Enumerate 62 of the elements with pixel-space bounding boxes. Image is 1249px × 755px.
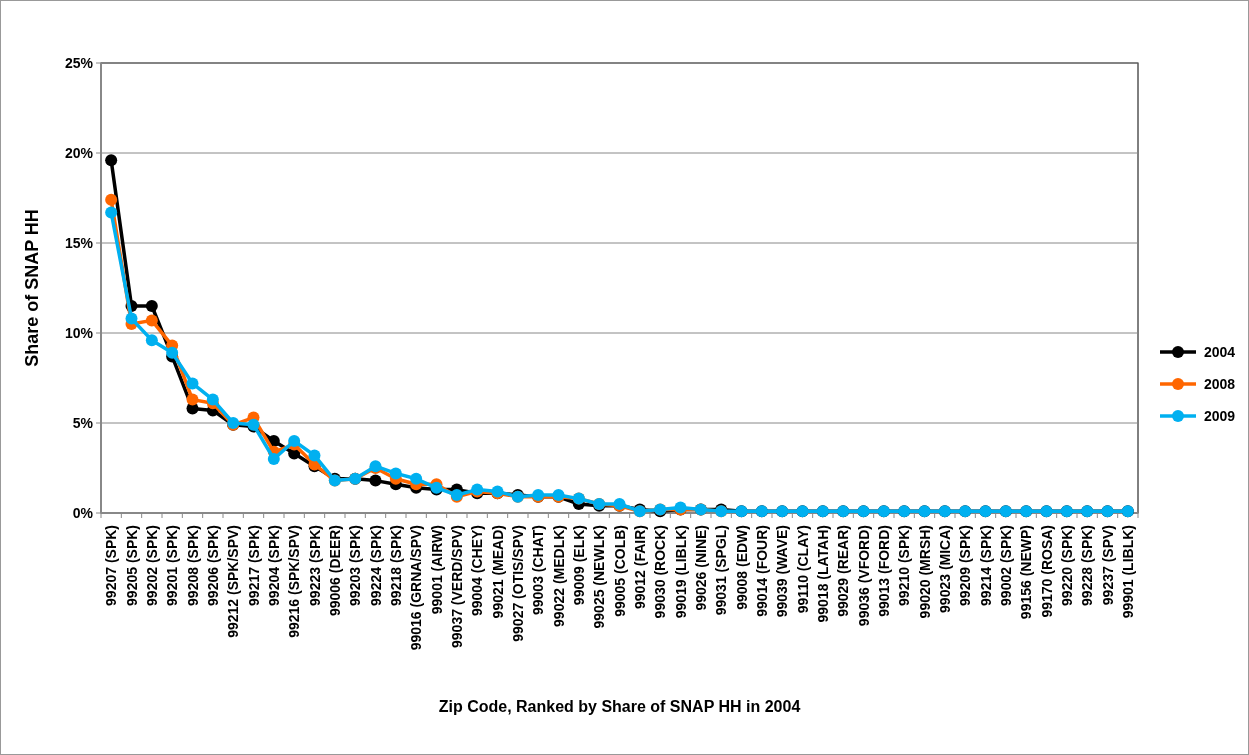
x-tick-label: 99214 (SPK) <box>977 525 994 606</box>
x-tick-label: 99031 (SPGL) <box>713 525 730 616</box>
x-tick-label: 99901 (LIBLK) <box>1119 525 1136 619</box>
y-tick-label: 25% <box>64 55 94 71</box>
legend-label: 2008 <box>1204 376 1236 392</box>
x-tick-label: 99218 (SPK) <box>387 525 404 606</box>
x-tick-label: 99201 (SPK) <box>164 525 181 606</box>
x-tick-label: 99220 (SPK) <box>1058 525 1075 606</box>
x-tick-label: 99016 (GRNA/SPV) <box>408 525 425 651</box>
x-tick-label: 99204 (SPK) <box>265 525 282 606</box>
x-tick-label: 99014 (FOUR) <box>753 525 770 617</box>
x-tick-label: 99003 (CHAT) <box>530 525 547 615</box>
x-tick-label: 99207 (SPK) <box>103 525 120 606</box>
x-tick-label: 99228 (SPK) <box>1079 525 1096 606</box>
y-tick-label: 10% <box>64 325 94 341</box>
x-tick-label: 99208 (SPK) <box>184 525 201 606</box>
x-tick-label: 99170 (ROSA) <box>1038 525 1055 618</box>
x-tick-label: 99217 (SPK) <box>245 525 262 606</box>
x-tick-label: 99110 (CLAY) <box>794 525 811 614</box>
y-tick-label: 15% <box>64 235 94 251</box>
x-tick-label: 99008 (EDW) <box>733 525 750 610</box>
y-tick-label: 0% <box>72 505 94 521</box>
legend-label: 2004 <box>1204 344 1236 360</box>
x-tick-label: 99203 (SPK) <box>347 525 364 606</box>
x-tick-label: 99039 (WAVE) <box>774 525 791 618</box>
x-tick-label: 99156 (NEWP) <box>1018 525 1035 620</box>
x-tick-label: 99018 (LATAH) <box>814 525 831 623</box>
y-axis-title: Share of SNAP HH <box>22 209 42 367</box>
y-tick-label: 20% <box>64 145 94 161</box>
x-tick-label: 99022 (MEDLK) <box>550 525 567 627</box>
x-tick-label: 99036 (VFORD) <box>855 525 872 627</box>
x-tick-label: 99002 (SPK) <box>997 525 1014 606</box>
x-axis-title: Zip Code, Ranked by Share of SNAP HH in 2004 <box>438 698 801 715</box>
x-tick-label: 99210 (SPK) <box>896 525 913 606</box>
x-tick-label: 99020 (MRSH) <box>916 525 933 619</box>
x-tick-label: 99224 (SPK) <box>367 525 384 606</box>
x-tick-label: 99202 (SPK) <box>143 525 160 606</box>
x-tick-label: 99019 (LIBLK) <box>672 525 689 619</box>
legend-label: 2009 <box>1204 408 1236 424</box>
x-tick-label: 99209 (SPK) <box>957 525 974 606</box>
x-tick-label: 99004 (CHEY) <box>469 525 486 617</box>
x-tick-label: 99021 (MEAD) <box>489 525 506 619</box>
x-tick-label: 99216 (SPK/SPV) <box>286 525 303 638</box>
x-tick-label: 99001 (AIRW) <box>428 525 445 615</box>
x-tick-label: 99237 (SPV) <box>1099 525 1116 606</box>
x-tick-label: 99005 (COLB) <box>611 525 628 617</box>
x-tick-label: 99006 (DEER) <box>326 525 343 617</box>
x-tick-label: 99023 (MICA) <box>936 525 953 613</box>
x-tick-label: 99025 (NEWLK) <box>591 525 608 629</box>
x-tick-label: 99206 (SPK) <box>204 525 221 606</box>
x-tick-label: 99027 (OTIS/SPV) <box>509 525 526 642</box>
x-tick-label: 99212 (SPK/SPV) <box>225 525 242 638</box>
x-tick-label: 99026 (NINE) <box>692 525 709 611</box>
x-tick-label: 99012 (FAIR) <box>631 525 648 610</box>
x-tick-label: 99030 (ROCK) <box>652 525 669 619</box>
x-tick-label: 99205 (SPK) <box>123 525 140 606</box>
x-tick-label: 99029 (REAR) <box>835 525 852 617</box>
x-tick-label: 99013 (FORD) <box>875 525 892 617</box>
x-tick-label: 99009 (ELK) <box>570 525 587 606</box>
y-tick-label: 5% <box>72 415 94 431</box>
x-tick-label: 99223 (SPK) <box>306 525 323 606</box>
x-tick-label: 99037 (VERD/SPV) <box>448 525 465 648</box>
